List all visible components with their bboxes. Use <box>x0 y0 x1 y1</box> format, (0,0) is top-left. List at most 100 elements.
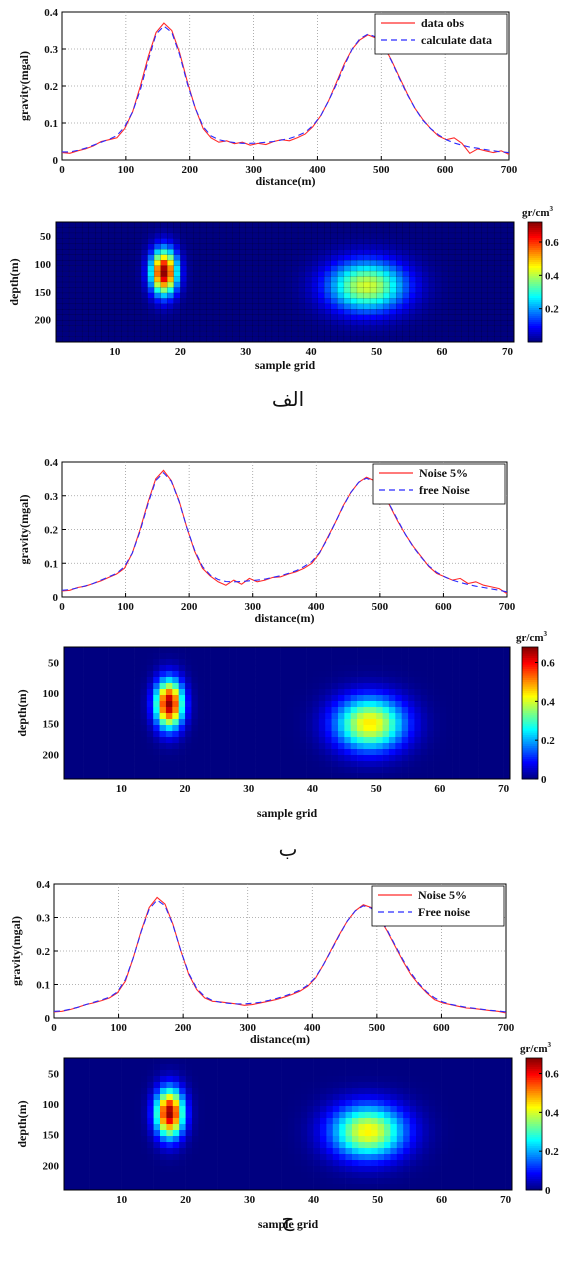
heatmap-cell <box>474 1136 481 1142</box>
heatmap-cell <box>305 293 312 299</box>
heatmap-cell <box>397 1130 404 1136</box>
heatmap-cell <box>429 1100 436 1106</box>
heatmap-cell <box>211 767 218 773</box>
heatmap-cell <box>115 713 122 719</box>
heatmap-cell <box>506 1076 513 1082</box>
heatmap-cell <box>115 1142 122 1148</box>
x-tick-label: 100 <box>118 164 135 176</box>
heatmap-cell <box>121 689 128 695</box>
heatmap-cell <box>115 1172 122 1178</box>
heatmap-cell <box>193 326 200 332</box>
heatmap-x-tick-label: 10 <box>116 1194 128 1206</box>
heatmap-cell <box>153 665 160 671</box>
heatmap-cell <box>180 326 187 332</box>
heatmap-cell <box>474 1142 481 1148</box>
heatmap-cell <box>265 309 272 315</box>
heatmap-cell <box>499 1148 506 1154</box>
heatmap-cell <box>206 298 213 304</box>
heatmap-cell <box>351 749 358 755</box>
heatmap-cell <box>357 320 364 326</box>
heatmap-cell <box>134 677 141 683</box>
heatmap-cell <box>488 255 495 261</box>
heatmap-cell <box>249 737 256 743</box>
heatmap-cell <box>294 1148 301 1154</box>
heatmap-cell <box>383 749 390 755</box>
heatmap-cell <box>504 653 511 659</box>
heatmap-cell <box>95 271 102 277</box>
heatmap-cell <box>174 249 181 255</box>
heatmap-cell <box>198 1124 205 1130</box>
heatmap-cell <box>141 1178 148 1184</box>
heatmap-cell <box>449 244 456 250</box>
heatmap-cell <box>70 1166 77 1172</box>
heatmap-cell <box>89 707 96 713</box>
heatmap-cell <box>429 326 436 332</box>
heatmap-cell <box>186 1166 193 1172</box>
heatmap-cell <box>96 689 103 695</box>
heatmap-cell <box>187 287 194 293</box>
heatmap-cell <box>226 304 233 310</box>
heatmap-cell <box>160 761 167 767</box>
heatmap-cell <box>351 653 358 659</box>
heatmap-cell <box>230 1172 237 1178</box>
heatmap-cell <box>268 689 275 695</box>
heatmap-cell <box>147 1082 154 1088</box>
heatmap-cell <box>174 282 181 288</box>
heatmap-cell <box>446 743 453 749</box>
heatmap-cell <box>358 1058 365 1064</box>
heatmap-cell <box>319 743 326 749</box>
heatmap-cell <box>89 277 96 283</box>
heatmap-cell <box>90 1070 97 1076</box>
heatmap-cell <box>230 695 237 701</box>
heatmap-cell <box>409 277 416 283</box>
heatmap-cell <box>300 701 307 707</box>
heatmap-cell <box>409 304 416 310</box>
heatmap-cell <box>481 260 488 266</box>
heatmap-cell <box>501 271 508 277</box>
heatmap-cell <box>409 255 416 261</box>
heatmap-cell <box>333 1058 340 1064</box>
heatmap-cell <box>82 277 89 283</box>
heatmap-cell <box>414 749 421 755</box>
heatmap-cell <box>250 1136 257 1142</box>
heatmap-cell <box>472 755 479 761</box>
heatmap-cell <box>312 719 319 725</box>
heatmap-cell <box>69 271 76 277</box>
heatmap-y-tick-label: 150 <box>35 287 52 299</box>
heatmap-cell <box>403 1172 410 1178</box>
heatmap-cell <box>154 1136 161 1142</box>
heatmap-cell <box>402 701 409 707</box>
heatmap-cell <box>77 743 84 749</box>
heatmap-cell <box>161 227 168 233</box>
heatmap-cell <box>70 749 77 755</box>
heatmap-cell <box>461 1058 468 1064</box>
heatmap-cell <box>333 1112 340 1118</box>
heatmap-cell <box>135 244 142 250</box>
heatmap-cell <box>346 1136 353 1142</box>
heatmap-cell <box>311 331 318 337</box>
heatmap-cell <box>408 719 415 725</box>
heatmap-cell <box>160 683 167 689</box>
heatmap-cell <box>468 227 475 233</box>
heatmap-cell <box>403 1124 410 1130</box>
heatmap-cell <box>288 1184 295 1190</box>
heatmap-cell <box>467 1148 474 1154</box>
heatmap-cell <box>324 282 331 288</box>
heatmap-cell <box>198 1154 205 1160</box>
heatmap-cell <box>154 1094 161 1100</box>
heatmap-cell <box>376 743 383 749</box>
heatmap-cell <box>275 1082 282 1088</box>
heatmap-cell <box>198 731 205 737</box>
heatmap-cell <box>223 677 230 683</box>
heatmap-cell <box>154 238 161 244</box>
heatmap-cell <box>246 326 253 332</box>
heatmap-cell <box>246 271 253 277</box>
heatmap-cell <box>160 647 167 653</box>
heatmap-cell <box>408 743 415 749</box>
heatmap-cell <box>191 767 198 773</box>
heatmap-cell <box>180 249 187 255</box>
heatmap-cell <box>358 1166 365 1172</box>
heatmap-cell <box>204 719 211 725</box>
heatmap-cell <box>128 1154 135 1160</box>
